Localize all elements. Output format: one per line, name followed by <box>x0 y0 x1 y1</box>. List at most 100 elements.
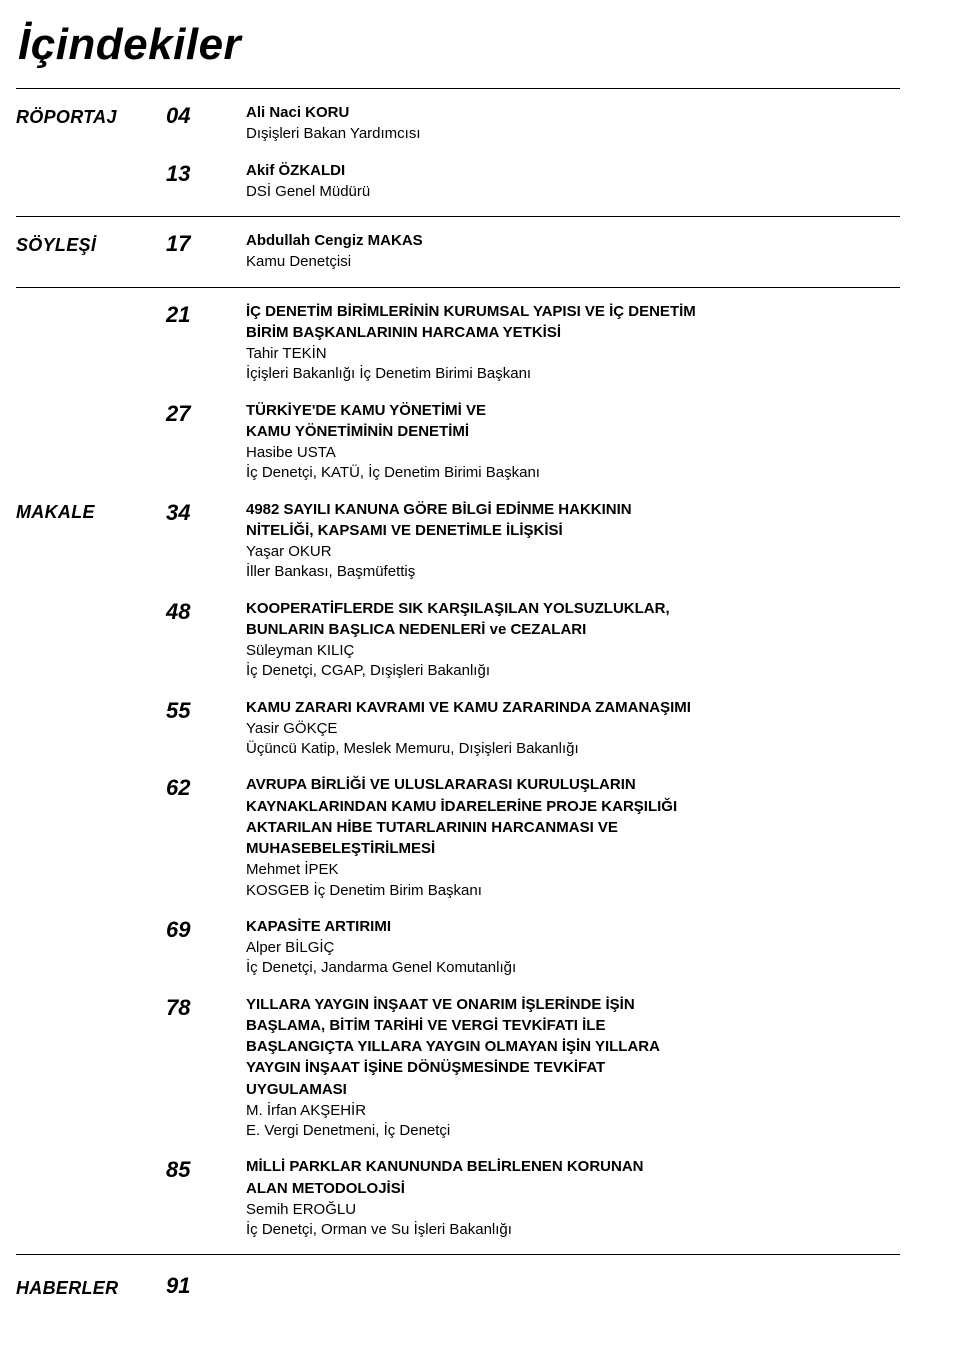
entry-body: MİLLİ PARKLAR KANUNUNDA BELİRLENEN KORUN… <box>246 1157 900 1240</box>
entry-title-line: 4982 SAYILI KANUNA GÖRE BİLGİ EDİNME HAK… <box>246 500 900 520</box>
page-number: 21 <box>166 302 246 328</box>
section-label: HABERLER <box>16 1278 166 1299</box>
divider <box>16 287 900 288</box>
section-soylesi: SÖYLEŞİ 17 Abdullah Cengiz MAKAS Kamu De… <box>16 225 900 287</box>
entry-title: Abdullah Cengiz MAKAS <box>246 231 900 251</box>
entry-title-line: BAŞLANGIÇTA YILLARA YAYGIN OLMAYAN İŞİN … <box>246 1037 900 1057</box>
entry-title-line: BAŞLAMA, BİTİM TARİHİ VE VERGİ TEVKİFATI… <box>246 1016 900 1036</box>
entries: 04 Ali Naci KORU Dışişleri Bakan Yardımc… <box>166 103 900 206</box>
toc-entry: 27TÜRKİYE'DE KAMU YÖNETİMİ VEKAMU YÖNETİ… <box>166 401 900 484</box>
section-label-col: HABERLER <box>16 1274 166 1299</box>
entry-title-line: KAYNAKLARINDAN KAMU İDARELERİNE PROJE KA… <box>246 797 900 817</box>
section-haberler: HABERLER 91 <box>16 1263 900 1299</box>
page-number: 91 <box>166 1273 190 1298</box>
entry-sub-line: İç Denetçi, Orman ve Su İşleri Bakanlığı <box>246 1220 900 1240</box>
entry-title-line: YILLARA YAYGIN İNŞAAT VE ONARIM İŞLERİND… <box>246 995 900 1015</box>
page-number: 04 <box>166 103 246 129</box>
page-number: 78 <box>166 995 246 1021</box>
entry-title-line: UYGULAMASI <box>246 1080 900 1100</box>
entry-sub-line: Süleyman KILIÇ <box>246 641 900 661</box>
entry-title-line: MUHASEBELEŞTİRİLMESİ <box>246 839 900 859</box>
page-number: 34 <box>166 500 246 526</box>
entry-sub-line: Tahir TEKİN <box>246 344 900 364</box>
entry-body: YILLARA YAYGIN İNŞAAT VE ONARIM İŞLERİND… <box>246 995 900 1142</box>
entry-title-line: BUNLARIN BAŞLICA NEDENLERİ ve CEZALARI <box>246 620 900 640</box>
toc-page: İçindekiler RÖPORTAJ 04 Ali Naci KORU Dı… <box>0 0 960 1339</box>
entry-body: İÇ DENETİM BİRİMLERİNİN KURUMSAL YAPISI … <box>246 302 900 385</box>
entry-sub-line: Alper BİLGİÇ <box>246 938 900 958</box>
entry-sub-line: E. Vergi Denetmeni, İç Denetçi <box>246 1121 900 1141</box>
page-number: 55 <box>166 698 246 724</box>
entry-body: AVRUPA BİRLİĞİ VE ULUSLARARASI KURULUŞLA… <box>246 775 900 901</box>
divider <box>16 88 900 89</box>
entries: 17 Abdullah Cengiz MAKAS Kamu Denetçisi <box>166 231 900 277</box>
section-label-col: RÖPORTAJ <box>16 103 166 128</box>
entry-title-line: İÇ DENETİM BİRİMLERİNİN KURUMSAL YAPISI … <box>246 302 900 322</box>
entry-title-line: KAMU ZARARI KAVRAMI VE KAMU ZARARINDA ZA… <box>246 698 900 718</box>
entry-title-line: TÜRKİYE'DE KAMU YÖNETİMİ VE <box>246 401 900 421</box>
entry-title: Akif ÖZKALDI <box>246 161 900 181</box>
entry-sub-line: İller Bankası, Başmüfettiş <box>246 562 900 582</box>
entry-title-line: KAPASİTE ARTIRIMI <box>246 917 900 937</box>
entry-sub: Dışişleri Bakan Yardımcısı <box>246 124 900 144</box>
entry-title-line: KAMU YÖNETİMİNİN DENETİMİ <box>246 422 900 442</box>
entry-title-line: BİRİM BAŞKANLARININ HARCAMA YETKİSİ <box>246 323 900 343</box>
entry-title: Ali Naci KORU <box>246 103 900 123</box>
toc-entry: 55KAMU ZARARI KAVRAMI VE KAMU ZARARINDA … <box>166 698 900 760</box>
entry-sub-line: İç Denetçi, CGAP, Dışişleri Bakanlığı <box>246 661 900 681</box>
entry-body: KAPASİTE ARTIRIMIAlper BİLGİÇİç Denetçi,… <box>246 917 900 979</box>
entry-sub-line: İçişleri Bakanlığı İç Denetim Birimi Baş… <box>246 364 900 384</box>
entry-sub-line: İç Denetçi, KATÜ, İç Denetim Birimi Başk… <box>246 463 900 483</box>
entry-body: Akif ÖZKALDI DSİ Genel Müdürü <box>246 161 900 203</box>
entry-sub-line: Yasir GÖKÇE <box>246 719 900 739</box>
entry-title-line: KOOPERATİFLERDE SIK KARŞILAŞILAN YOLSUZL… <box>246 599 900 619</box>
entry-body: KOOPERATİFLERDE SIK KARŞILAŞILAN YOLSUZL… <box>246 599 900 682</box>
entry-sub-line: Mehmet İPEK <box>246 860 900 880</box>
page-number: 69 <box>166 917 246 943</box>
entry-body: Ali Naci KORU Dışişleri Bakan Yardımcısı <box>246 103 900 145</box>
entries: 21İÇ DENETİM BİRİMLERİNİN KURUMSAL YAPIS… <box>166 302 900 1245</box>
entry-title-line: ALAN METODOLOJİSİ <box>246 1179 900 1199</box>
toc-entry: 69KAPASİTE ARTIRIMIAlper BİLGİÇİç Denetç… <box>166 917 900 979</box>
entry-title-line: NİTELİĞİ, KAPSAMI VE DENETİMLE İLİŞKİSİ <box>246 521 900 541</box>
toc-entry: 62AVRUPA BİRLİĞİ VE ULUSLARARASI KURULUŞ… <box>166 775 900 901</box>
divider <box>16 216 900 217</box>
toc-entry: 48KOOPERATİFLERDE SIK KARŞILAŞILAN YOLSU… <box>166 599 900 682</box>
entry-sub-line: M. İrfan AKŞEHİR <box>246 1101 900 1121</box>
entry-sub-line: Yaşar OKUR <box>246 542 900 562</box>
entry-title-line: MİLLİ PARKLAR KANUNUNDA BELİRLENEN KORUN… <box>246 1157 900 1177</box>
toc-entry: 85MİLLİ PARKLAR KANUNUNDA BELİRLENEN KOR… <box>166 1157 900 1240</box>
page-number: 85 <box>166 1157 246 1183</box>
page-number: 13 <box>166 161 246 187</box>
entry-sub-line: KOSGEB İç Denetim Birim Başkanı <box>246 881 900 901</box>
section-label: SÖYLEŞİ <box>16 235 166 256</box>
section-label: MAKALE <box>16 502 166 523</box>
toc-entry: 344982 SAYILI KANUNA GÖRE BİLGİ EDİNME H… <box>166 500 900 583</box>
entry-sub-line: Üçüncü Katip, Meslek Memuru, Dışişleri B… <box>246 739 900 759</box>
section-makale: MAKALE 21İÇ DENETİM BİRİMLERİNİN KURUMSA… <box>16 296 900 1255</box>
toc-entry: 78YILLARA YAYGIN İNŞAAT VE ONARIM İŞLERİ… <box>166 995 900 1142</box>
entry-body: Abdullah Cengiz MAKAS Kamu Denetçisi <box>246 231 900 273</box>
page-number: 48 <box>166 599 246 625</box>
entry-sub: DSİ Genel Müdürü <box>246 182 900 202</box>
section-label-col: SÖYLEŞİ <box>16 231 166 256</box>
toc-entry: 04 Ali Naci KORU Dışişleri Bakan Yardımc… <box>166 103 900 145</box>
toc-entry: 13 Akif ÖZKALDI DSİ Genel Müdürü <box>166 161 900 203</box>
entry-title-line: AKTARILAN HİBE TUTARLARININ HARCANMASI V… <box>246 818 900 838</box>
section-label-col: MAKALE <box>16 302 166 523</box>
entry-sub-line: Semih EROĞLU <box>246 1200 900 1220</box>
entry-sub-line: Hasibe USTA <box>246 443 900 463</box>
divider <box>16 1254 900 1255</box>
number-col: 91 <box>166 1273 246 1299</box>
entry-sub-line: İç Denetçi, Jandarma Genel Komutanlığı <box>246 958 900 978</box>
page-number: 27 <box>166 401 246 427</box>
entry-body: 4982 SAYILI KANUNA GÖRE BİLGİ EDİNME HAK… <box>246 500 900 583</box>
entry-body: TÜRKİYE'DE KAMU YÖNETİMİ VEKAMU YÖNETİMİ… <box>246 401 900 484</box>
page-number: 62 <box>166 775 246 801</box>
page-title: İçindekiler <box>16 20 900 70</box>
entry-body: KAMU ZARARI KAVRAMI VE KAMU ZARARINDA ZA… <box>246 698 900 760</box>
section-label: RÖPORTAJ <box>16 107 166 128</box>
section-roportaj: RÖPORTAJ 04 Ali Naci KORU Dışişleri Baka… <box>16 97 900 216</box>
toc-entry: 17 Abdullah Cengiz MAKAS Kamu Denetçisi <box>166 231 900 273</box>
entry-title-line: YAYGIN İNŞAAT İŞİNE DÖNÜŞMESİNDE TEVKİFA… <box>246 1058 900 1078</box>
